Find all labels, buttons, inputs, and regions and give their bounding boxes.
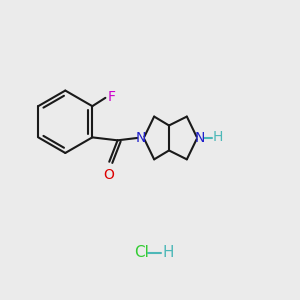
- Text: N: N: [195, 131, 206, 145]
- Text: H: H: [213, 130, 223, 144]
- Text: F: F: [108, 90, 116, 104]
- Text: N: N: [136, 131, 146, 145]
- Text: Cl: Cl: [134, 245, 148, 260]
- Text: H: H: [163, 245, 174, 260]
- Text: O: O: [103, 168, 114, 182]
